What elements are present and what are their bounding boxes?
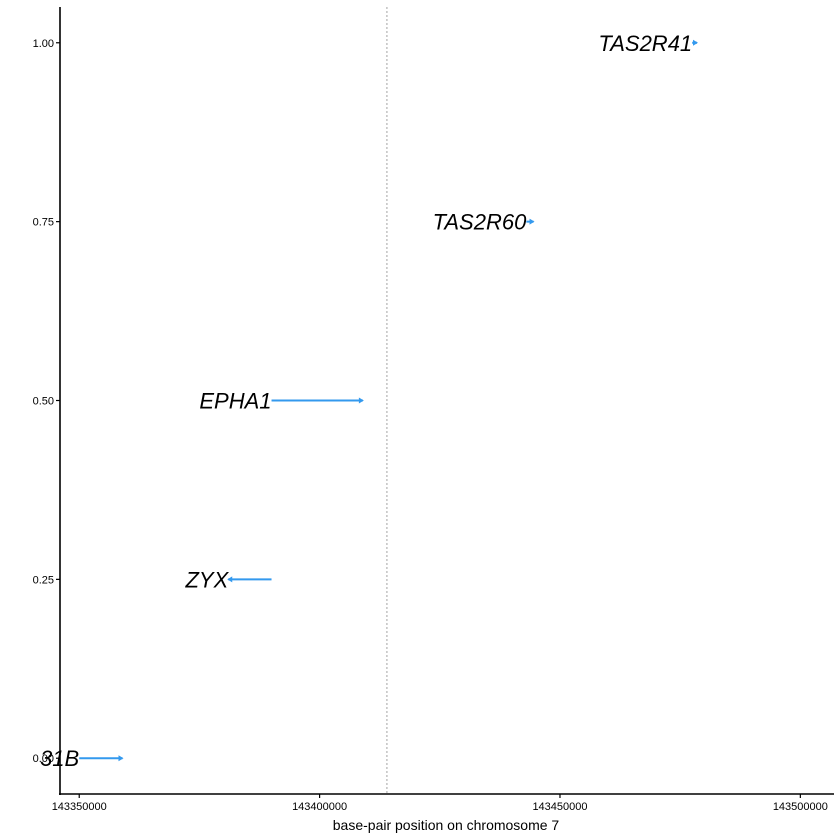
y-tick-label: 0.75 [33, 217, 54, 229]
gene-label: ZYX [184, 567, 229, 592]
axis-layer: 143350000 143400000 143450000 143500000 0.00… [33, 7, 834, 813]
gene-arrowhead [118, 755, 124, 762]
x-tick-label: 143400000 [292, 801, 347, 813]
gene-arrowhead [358, 397, 364, 404]
x-tick-label: 143450000 [532, 801, 587, 813]
gene-label: EPHA1 [199, 389, 271, 414]
gene-label: TAS2R60 [433, 210, 528, 235]
gene-arrowhead [529, 218, 535, 225]
y-tick-label: 0.00 [33, 753, 54, 765]
x-tick-label: 143350000 [52, 801, 107, 813]
gene-label: TAS2R41 [598, 31, 692, 56]
x-axis-title: base-pair position on chromosome 7 [333, 817, 560, 833]
gene-arrowhead [692, 39, 698, 46]
gene-layer: 31BZYXEPHA1TAS2R60TAS2R41 [40, 31, 698, 771]
y-tick-label: 1.00 [33, 38, 54, 50]
y-tick-label: 0.25 [33, 574, 54, 586]
y-tick-label: 0.50 [33, 396, 54, 408]
x-tick-label: 143500000 [773, 801, 828, 813]
gene-arrowhead [227, 576, 233, 583]
